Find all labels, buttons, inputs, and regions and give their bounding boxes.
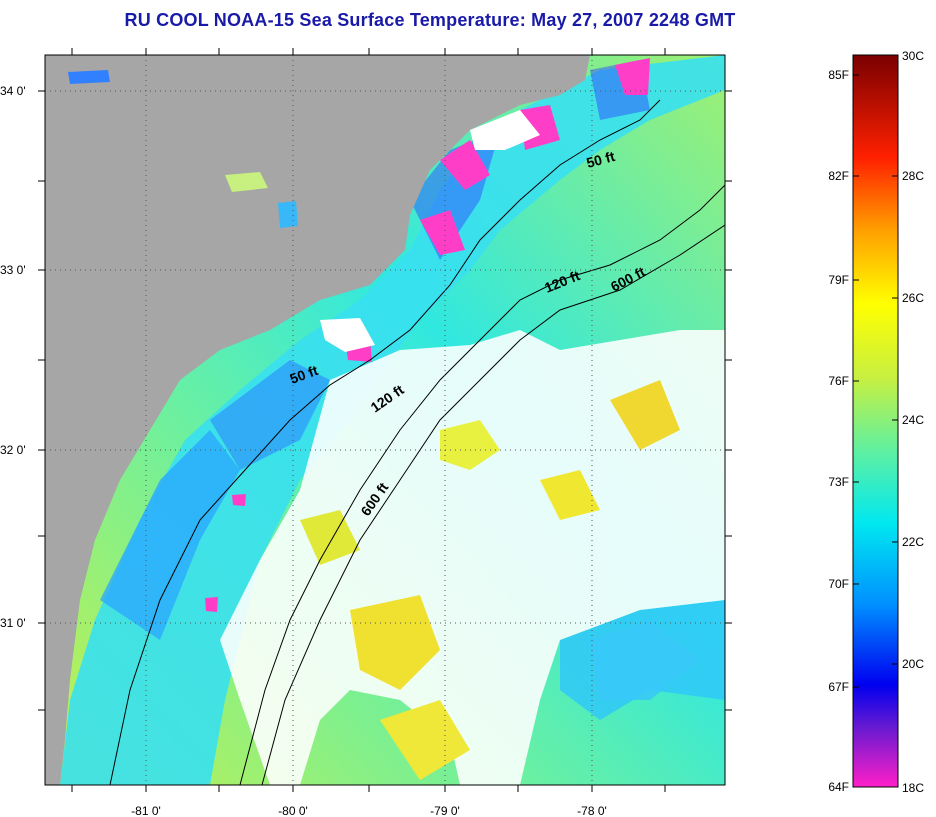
colorbar-f-67: 67F xyxy=(828,680,849,694)
map-image xyxy=(45,55,725,785)
colorbar-ticks xyxy=(853,54,898,788)
colorbar-c-22: 22C xyxy=(902,535,924,549)
colorbar-c-18: 18C xyxy=(902,781,924,795)
colorbar-c-30: 30C xyxy=(902,49,924,63)
colorbar-f-70: 70F xyxy=(828,577,849,591)
lon-label-78: -78 0' xyxy=(577,804,607,817)
lon-label-80: -80 0' xyxy=(278,804,308,817)
warm-patch-over-cloud-4 xyxy=(350,595,440,690)
colorbar-c-20: 20C xyxy=(902,657,924,671)
colorbar-f-76: 76F xyxy=(828,374,849,388)
cold-patch-2 xyxy=(420,210,465,255)
colorbar-f-85: 85F xyxy=(828,68,849,82)
map-frame xyxy=(44,54,726,786)
cold-patch-7 xyxy=(205,597,218,612)
cold-patch-6 xyxy=(232,494,246,506)
inland-lake-1 xyxy=(225,172,268,192)
cloud-patch-mid xyxy=(320,318,375,352)
contour-120ft xyxy=(239,184,725,785)
contour-50ft xyxy=(109,99,661,785)
warm-patch-over-cloud-6 xyxy=(380,700,470,780)
bathymetry-contours xyxy=(109,99,725,785)
colorbar-f-79: 79F xyxy=(828,273,849,287)
lon-label-79: -79 0' xyxy=(430,804,460,817)
cool-water-streak-1 xyxy=(100,430,240,640)
colorbar-f-64: 64F xyxy=(828,780,849,794)
cloud-patch-north xyxy=(470,110,540,150)
colorbar-c-28: 28C xyxy=(902,169,924,183)
land-mass xyxy=(45,55,590,785)
lon-label-81: -81 0' xyxy=(131,804,161,817)
lat-label-33: 33 0' xyxy=(0,263,26,277)
map-title: RU COOL NOAA-15 Sea Surface Temperature:… xyxy=(124,10,736,30)
warm-patch-over-cloud-1 xyxy=(440,420,500,470)
colorbar-f-82: 82F xyxy=(828,169,849,183)
warm-patch-over-cloud-3 xyxy=(610,380,680,450)
inland-lake-3 xyxy=(68,70,110,84)
offshore-cool-over-cloud xyxy=(590,620,700,700)
contour-600ft xyxy=(261,224,725,785)
cloud-cover xyxy=(220,330,725,785)
graticule xyxy=(45,55,725,785)
cool-water-streak-2 xyxy=(210,360,330,470)
colorbar xyxy=(852,54,899,788)
contour-label-50ft-north: 50 ft xyxy=(585,148,617,171)
lat-label-34: 34 0' xyxy=(0,84,26,98)
coastal-cool-band xyxy=(60,55,725,785)
axis-ticks xyxy=(38,48,732,792)
cold-patch-1 xyxy=(440,140,490,190)
colorbar-f-73: 73F xyxy=(828,475,849,489)
cold-patch-4 xyxy=(615,58,650,95)
inland-lake-2 xyxy=(278,201,298,228)
colorbar-c-26: 26C xyxy=(902,291,924,305)
lat-label-32: 32 0' xyxy=(0,443,26,457)
colorbar-c-24: 24C xyxy=(902,413,924,427)
warm-patch-over-cloud-2 xyxy=(540,470,600,520)
lat-label-31: 31 0' xyxy=(0,616,26,630)
warm-patch-over-cloud-5 xyxy=(300,510,360,565)
